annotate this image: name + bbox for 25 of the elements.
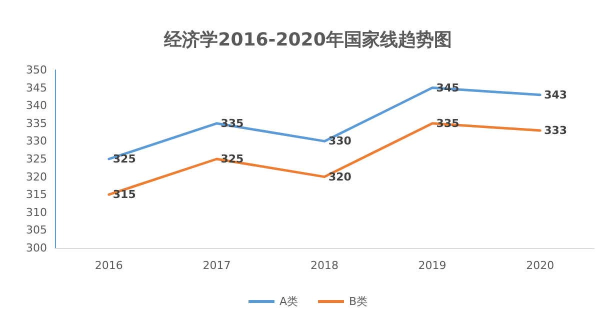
x-tick-label: 2020	[526, 259, 554, 272]
y-tick-label: 320	[26, 170, 47, 184]
chart-title: 经济学2016-2020年国家线趋势图	[163, 30, 452, 50]
y-tick-label: 300	[26, 242, 47, 254]
y-tick-label: 330	[26, 134, 47, 148]
y-tick-label: 305	[26, 224, 47, 237]
data-label: 330	[328, 134, 352, 148]
x-tick-label: 2019	[418, 259, 446, 272]
y-tick-label: 335	[26, 116, 47, 130]
x-tick-label: 2018	[310, 259, 338, 272]
legend-label: A类	[279, 295, 298, 308]
data-label: 325	[112, 152, 136, 166]
data-label: 320	[328, 170, 352, 184]
y-tick-label: 310	[26, 206, 47, 219]
y-tick-label: 340	[26, 99, 47, 112]
data-label: 343	[544, 88, 568, 102]
legend-label: B类	[348, 295, 368, 308]
y-tick-label: 350	[26, 64, 47, 76]
x-tick-label: 2016	[94, 259, 123, 272]
x-tick-label: 2017	[202, 259, 231, 272]
y-tick-label: 325	[26, 152, 47, 166]
data-label: 315	[112, 188, 136, 202]
y-tick-label: 345	[26, 81, 47, 94]
data-label: 333	[544, 124, 568, 138]
y-tick-label: 315	[26, 188, 47, 202]
